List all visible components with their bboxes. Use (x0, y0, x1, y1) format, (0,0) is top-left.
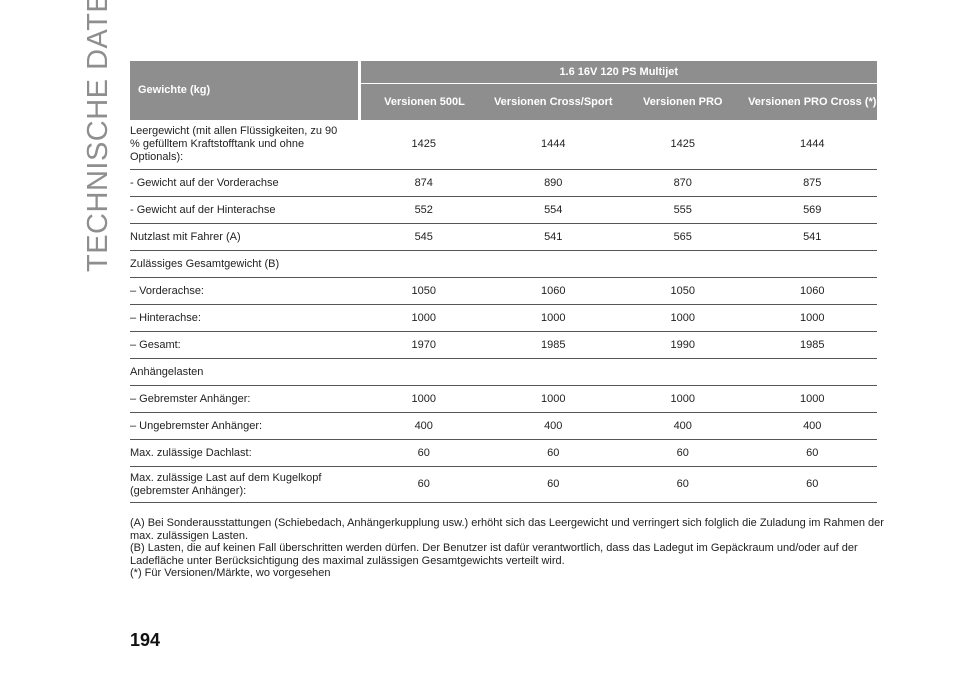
engine-header: 1.6 16V 120 PS Multijet (359, 61, 877, 84)
row-label: – Hinterachse: (130, 304, 359, 332)
footnote: (B) Lasten, die auf keinen Fall überschr… (130, 542, 858, 567)
cell-value: 541 (747, 223, 877, 251)
cell-value: 1050 (359, 277, 489, 305)
footnotes: (A) Bei Sonderausstattungen (Schiebedach… (130, 517, 890, 580)
table-row: Max. zulässige Last auf dem Kugelkopf (g… (130, 466, 877, 503)
row-label: Zulässiges Gesamtgewicht (B) (130, 250, 359, 278)
cell-value: 1444 (488, 120, 618, 170)
cell-value: 552 (359, 196, 489, 224)
cell-value: 874 (359, 169, 489, 197)
table-row: Anhängelasten (130, 358, 877, 386)
version-header-pro-cross: Versionen PRO Cross (*) (747, 83, 877, 120)
weights-header: Gewichte (kg) (130, 61, 361, 120)
cell-value: 60 (488, 466, 618, 503)
cell-value (488, 358, 618, 386)
table-row: – Vorderachse: 1050 1060 1050 1060 (130, 277, 877, 305)
cell-value: 1060 (488, 277, 618, 305)
cell-value: 875 (747, 169, 877, 197)
version-header-500l: Versionen 500L (359, 83, 489, 120)
cell-value: 60 (359, 466, 489, 503)
cell-value: 60 (618, 439, 748, 467)
table-row: Zulässiges Gesamtgewicht (B) (130, 250, 877, 278)
cell-value (488, 250, 618, 278)
row-label: - Gewicht auf der Hinterachse (130, 196, 359, 224)
cell-value: 400 (488, 412, 618, 440)
cell-value: 400 (618, 412, 748, 440)
cell-value: 400 (359, 412, 489, 440)
row-label: Max. zulässige Last auf dem Kugelkopf (g… (130, 466, 359, 503)
table-row: - Gewicht auf der Vorderachse 874 890 87… (130, 169, 877, 197)
section-side-title-text: TECHNISCHE DATEN (82, 0, 114, 272)
cell-value: 1985 (747, 331, 877, 359)
table-row: – Ungebremster Anhänger: 400 400 400 400 (130, 412, 877, 440)
table-row: – Hinterachse: 1000 1000 1000 1000 (130, 304, 877, 332)
cell-value: 541 (488, 223, 618, 251)
cell-value (618, 250, 748, 278)
row-label: Leergewicht (mit allen Flüssigkeiten, zu… (130, 120, 359, 170)
cell-value: 569 (747, 196, 877, 224)
weights-table: Gewichte (kg) 1.6 16V 120 PS Multijet Ve… (130, 61, 877, 503)
page-number: 194 (130, 630, 161, 650)
row-label: – Ungebremster Anhänger: (130, 412, 359, 440)
cell-value: 60 (747, 466, 877, 503)
cell-value (618, 358, 748, 386)
row-label: - Gewicht auf der Vorderachse (130, 169, 359, 197)
cell-value: 1425 (618, 120, 748, 170)
table-row: - Gewicht auf der Hinterachse 552 554 55… (130, 196, 877, 224)
row-label: Nutzlast mit Fahrer (A) (130, 223, 359, 251)
cell-value: 1000 (488, 304, 618, 332)
cell-value: 870 (618, 169, 748, 197)
row-label: – Gesamt: (130, 331, 359, 359)
cell-value: 1000 (488, 385, 618, 413)
table-row: – Gebremster Anhänger: 1000 1000 1000 10… (130, 385, 877, 413)
cell-value: 1000 (359, 304, 489, 332)
cell-value: 60 (618, 466, 748, 503)
table-row: Max. zulässige Dachlast: 60 60 60 60 (130, 439, 877, 467)
table-row: Nutzlast mit Fahrer (A) 545 541 565 541 (130, 223, 877, 251)
table-row: Leergewicht (mit allen Flüssigkeiten, zu… (130, 120, 877, 170)
cell-value: 1050 (618, 277, 748, 305)
cell-value: 545 (359, 223, 489, 251)
cell-value: 1990 (618, 331, 748, 359)
table-row: – Gesamt: 1970 1985 1990 1985 (130, 331, 877, 359)
footnote: (A) Bei Sonderausstattungen (Schiebedach… (130, 517, 884, 542)
cell-value: 890 (488, 169, 618, 197)
cell-value: 1970 (359, 331, 489, 359)
cell-value (747, 250, 877, 278)
cell-value (747, 358, 877, 386)
cell-value: 1444 (747, 120, 877, 170)
cell-value: 60 (359, 439, 489, 467)
cell-value: 1000 (747, 304, 877, 332)
cell-value: 555 (618, 196, 748, 224)
cell-value: 1425 (359, 120, 489, 170)
cell-value: 1060 (747, 277, 877, 305)
cell-value: 1000 (618, 304, 748, 332)
cell-value: 1000 (747, 385, 877, 413)
footnote: (*) Für Versionen/Märkte, wo vorgesehen (130, 567, 331, 579)
row-label: Anhängelasten (130, 358, 359, 386)
cell-value: 60 (747, 439, 877, 467)
cell-value: 60 (488, 439, 618, 467)
section-side-title: TECHNISCHE DATEN (82, 0, 122, 272)
cell-value (359, 358, 489, 386)
cell-value: 1000 (618, 385, 748, 413)
cell-value: 565 (618, 223, 748, 251)
row-label: – Gebremster Anhänger: (130, 385, 359, 413)
version-header-pro: Versionen PRO (618, 83, 748, 120)
row-label: – Vorderachse: (130, 277, 359, 305)
cell-value: 1000 (359, 385, 489, 413)
cell-value: 554 (488, 196, 618, 224)
cell-value: 400 (747, 412, 877, 440)
row-label: Max. zulässige Dachlast: (130, 439, 359, 467)
cell-value: 1985 (488, 331, 618, 359)
version-header-cross-sport: Versionen Cross/Sport (488, 83, 618, 120)
cell-value (359, 250, 489, 278)
